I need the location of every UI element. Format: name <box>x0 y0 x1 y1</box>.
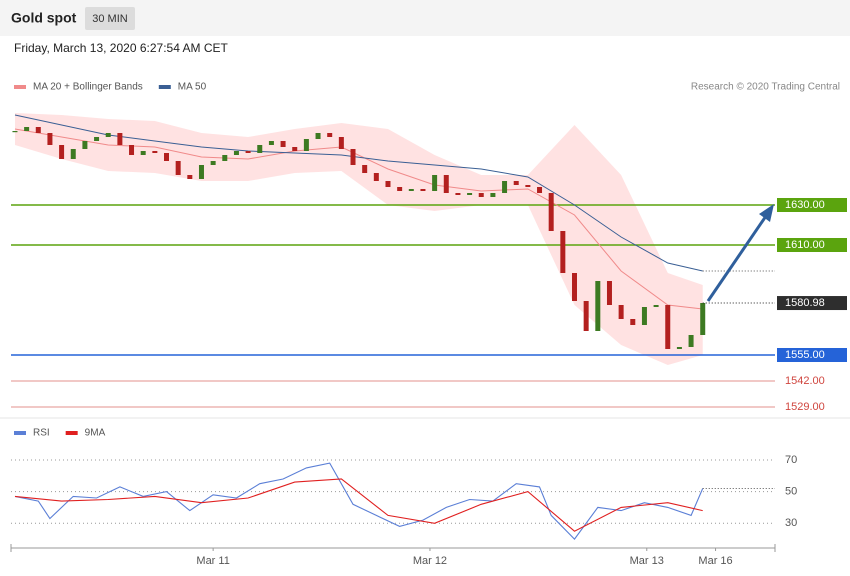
title: Gold spot <box>11 10 77 26</box>
candle <box>641 307 647 325</box>
candle <box>70 149 76 159</box>
bollinger-band <box>15 113 703 365</box>
x-tick-label: Mar 12 <box>413 555 447 567</box>
candle <box>525 185 531 187</box>
legend-label: MA 20 + Bollinger Bands <box>33 82 143 93</box>
line <box>14 478 703 532</box>
candle <box>630 319 636 325</box>
candle <box>268 141 274 145</box>
y-tick-label: 50 <box>785 486 797 498</box>
x-tick-label: Mar 11 <box>196 555 229 567</box>
x-tick-label: Mar 16 <box>698 555 732 567</box>
candle <box>152 151 158 153</box>
candle <box>233 151 239 155</box>
forecast-arrow <box>706 204 774 302</box>
candle <box>59 145 65 159</box>
y-tick-label: 70 <box>785 454 797 466</box>
candle <box>583 301 589 331</box>
candle <box>408 189 414 191</box>
candle <box>350 149 356 165</box>
candle <box>245 151 251 153</box>
candle <box>432 175 438 191</box>
y-tick-label: 30 <box>785 517 797 529</box>
candle <box>606 281 612 305</box>
header-bar <box>0 0 850 36</box>
candle <box>595 281 601 331</box>
legend-swatch <box>14 85 26 89</box>
candle <box>117 133 123 145</box>
legend-label: 9MA <box>85 428 106 439</box>
candle <box>210 161 216 165</box>
level-label-box <box>777 198 847 212</box>
candle <box>665 305 671 349</box>
timestamp: Friday, March 13, 2020 6:27:54 AM CET <box>14 41 229 55</box>
candle <box>537 187 543 193</box>
level-label: 1529.00 <box>785 401 825 413</box>
candle <box>198 165 204 179</box>
line <box>14 114 703 272</box>
level-label: 1542.00 <box>785 375 825 387</box>
candle <box>560 231 566 273</box>
candle <box>385 181 391 187</box>
level-label-box <box>777 348 847 362</box>
candle <box>571 273 577 301</box>
legend-label: RSI <box>33 428 50 439</box>
candle <box>700 303 706 335</box>
candle <box>280 141 286 147</box>
candle <box>140 151 146 155</box>
candle <box>105 133 111 137</box>
candle <box>688 335 694 347</box>
candle <box>222 155 228 161</box>
candle <box>47 133 53 145</box>
rsi-panel: 30 50 70 Mar 11 Mar 12 Mar 13 Mar 16 RSI 9MA <box>10 428 797 567</box>
interval[interactable]: 30 MIN <box>92 13 128 25</box>
candle <box>513 181 519 185</box>
candle <box>24 127 30 131</box>
candle <box>12 131 18 133</box>
candle <box>327 133 333 137</box>
candle <box>187 175 193 179</box>
candle <box>129 145 135 155</box>
candle <box>455 193 461 195</box>
candle <box>164 153 170 161</box>
line <box>14 462 704 540</box>
candle <box>362 165 368 173</box>
legend-label: MA 50 <box>178 82 207 93</box>
last-price-label: 1580.98 <box>785 297 825 309</box>
candle <box>467 193 473 195</box>
level-label: 1555.00 <box>785 349 825 361</box>
level-label: 1610.00 <box>785 239 825 251</box>
legend-swatch <box>65 431 78 435</box>
candle <box>315 133 321 139</box>
candle <box>94 137 100 141</box>
credit: Research © 2020 Trading Central <box>691 82 840 93</box>
last-price-box <box>777 296 847 311</box>
legend-swatch <box>158 85 171 89</box>
candle <box>420 189 426 191</box>
candle <box>397 187 403 191</box>
level-label: 1630.00 <box>785 199 825 211</box>
candle <box>443 175 449 193</box>
candle <box>478 193 484 197</box>
candle <box>175 161 181 175</box>
level-label-box <box>777 238 847 252</box>
price-panel: 1630.00 1610.00 1555.00 1542.00 1529.00 1580.… <box>11 82 847 413</box>
candle <box>490 193 496 197</box>
candle <box>653 305 659 307</box>
candle <box>502 181 508 193</box>
candle <box>373 173 379 181</box>
candle <box>548 193 554 231</box>
legend-swatch <box>14 431 26 435</box>
candle <box>338 137 344 149</box>
interval-badge[interactable] <box>85 7 135 30</box>
x-tick-label: Mar 13 <box>630 555 664 567</box>
candle <box>82 141 88 149</box>
candle <box>35 127 41 133</box>
candle <box>303 139 309 151</box>
candle <box>292 147 298 151</box>
candle <box>618 305 624 319</box>
candle <box>257 145 263 153</box>
candle <box>676 347 682 349</box>
